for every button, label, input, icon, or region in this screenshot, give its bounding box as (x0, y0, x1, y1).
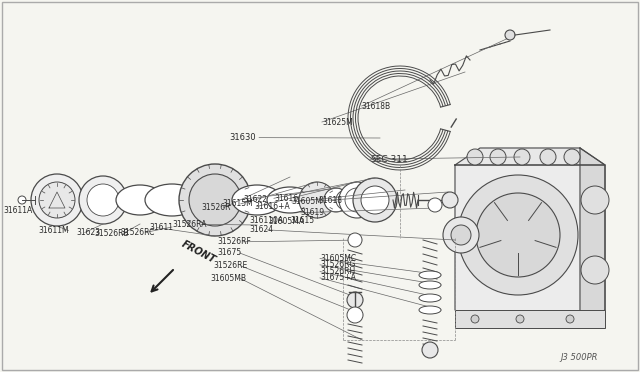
Text: 31526RA: 31526RA (173, 220, 207, 229)
Polygon shape (455, 148, 605, 165)
Text: 31616+A: 31616+A (255, 202, 291, 211)
Text: 316110A: 316110A (250, 216, 284, 225)
Circle shape (581, 186, 609, 214)
Circle shape (451, 225, 471, 245)
Text: 31624: 31624 (250, 225, 274, 234)
Circle shape (31, 174, 83, 226)
Text: 31526RG: 31526RG (320, 260, 355, 269)
Text: 31526RE: 31526RE (213, 262, 248, 270)
Circle shape (443, 217, 479, 253)
Text: 31625M: 31625M (322, 118, 353, 126)
Text: 31526RF: 31526RF (218, 237, 252, 246)
Circle shape (189, 174, 241, 226)
Text: 31526RB: 31526RB (95, 229, 129, 238)
Circle shape (566, 315, 574, 323)
Text: 31605MC: 31605MC (320, 254, 356, 263)
Circle shape (422, 342, 438, 358)
Circle shape (39, 182, 75, 218)
Text: 31605M: 31605M (292, 198, 323, 206)
Circle shape (505, 30, 515, 40)
Polygon shape (455, 165, 605, 325)
Text: 31675+A: 31675+A (320, 273, 356, 282)
Circle shape (442, 192, 458, 208)
Circle shape (353, 178, 397, 222)
Circle shape (324, 188, 348, 212)
Circle shape (347, 292, 363, 308)
Text: SEC.311: SEC.311 (370, 155, 408, 164)
Text: FRONT: FRONT (180, 239, 218, 265)
Text: 31618: 31618 (319, 196, 343, 205)
Text: 31622: 31622 (243, 195, 268, 203)
Circle shape (87, 184, 119, 216)
Circle shape (540, 149, 556, 165)
Circle shape (428, 198, 442, 212)
Circle shape (18, 196, 26, 204)
Circle shape (467, 149, 483, 165)
Text: 31675: 31675 (218, 248, 242, 257)
Circle shape (348, 233, 362, 247)
Circle shape (476, 193, 560, 277)
Text: 31611M: 31611M (38, 226, 69, 235)
Text: 31526RC: 31526RC (120, 228, 155, 237)
Text: 31611A: 31611A (4, 206, 33, 215)
Circle shape (564, 149, 580, 165)
Text: 31615: 31615 (290, 216, 314, 225)
Polygon shape (580, 148, 605, 325)
Circle shape (458, 175, 578, 295)
Text: 31605MB: 31605MB (210, 274, 246, 283)
Text: 31605MA: 31605MA (269, 217, 305, 226)
Circle shape (361, 186, 389, 214)
Circle shape (299, 182, 335, 218)
Text: J3 500PR: J3 500PR (560, 353, 598, 362)
Text: 31618B: 31618B (362, 102, 391, 110)
Ellipse shape (419, 271, 441, 279)
Text: 31615M: 31615M (223, 199, 253, 208)
Ellipse shape (419, 306, 441, 314)
Text: 31526R: 31526R (202, 203, 231, 212)
Text: 31526RH: 31526RH (320, 267, 355, 276)
Text: 31611: 31611 (149, 223, 173, 232)
Circle shape (79, 176, 127, 224)
Circle shape (179, 164, 251, 236)
Circle shape (490, 149, 506, 165)
Ellipse shape (232, 185, 282, 215)
Bar (455, 310, 605, 328)
Circle shape (516, 315, 524, 323)
Circle shape (336, 190, 356, 210)
Circle shape (514, 149, 530, 165)
Ellipse shape (419, 281, 441, 289)
Circle shape (339, 182, 375, 218)
Circle shape (345, 188, 369, 212)
Ellipse shape (267, 187, 313, 213)
Circle shape (347, 307, 363, 323)
Text: 31619: 31619 (301, 208, 325, 217)
Ellipse shape (419, 294, 441, 302)
Circle shape (581, 256, 609, 284)
Ellipse shape (116, 185, 164, 215)
Circle shape (471, 315, 479, 323)
Text: 31623: 31623 (77, 228, 101, 237)
Text: 31630: 31630 (229, 133, 256, 142)
Text: 31616: 31616 (274, 194, 298, 203)
Ellipse shape (145, 184, 199, 216)
